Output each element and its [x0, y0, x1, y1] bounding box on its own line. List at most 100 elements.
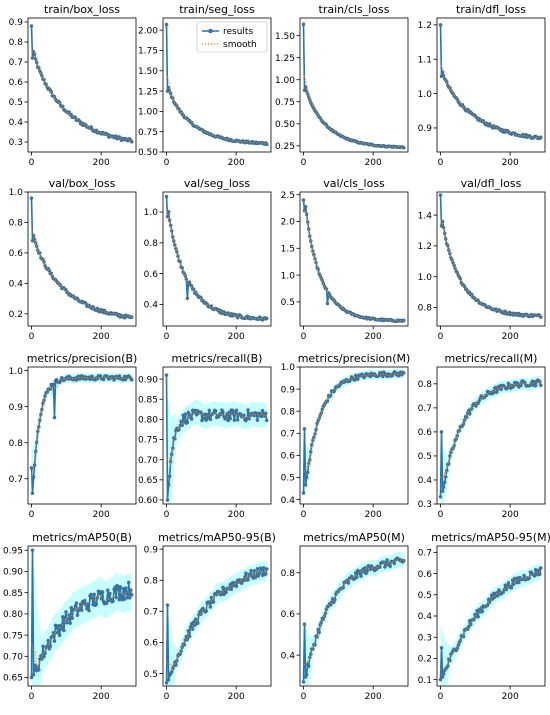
x-tick-label: 0 — [301, 158, 307, 168]
axes-frame — [299, 17, 409, 153]
results-point — [30, 548, 35, 553]
results-point — [164, 373, 169, 377]
results-point — [187, 634, 192, 639]
chart-title: metrics/mAP50-95(M) — [431, 531, 550, 544]
results-point — [213, 409, 218, 413]
results-point — [70, 616, 74, 621]
axes-frame — [27, 191, 137, 327]
plot-area — [164, 194, 269, 322]
results-point — [359, 574, 363, 578]
y-tick-label: 1.0 — [418, 273, 433, 283]
x-tick-label: 0 — [164, 510, 170, 520]
results-point — [533, 383, 538, 388]
chart-title: metrics/mAP50(B) — [32, 531, 132, 544]
y-tick-label: 0.2 — [9, 310, 23, 320]
y-tick-label: 0.8 — [144, 576, 159, 586]
results-point — [183, 412, 188, 417]
chart-title: train/cls_loss — [319, 3, 390, 16]
results-point — [461, 422, 466, 426]
chart-panel-7: val/cls_loss 0.5 1.0 1.5 2.0 2.5 0 200 — [281, 177, 409, 342]
y-tick-label: 0.9 — [9, 18, 24, 28]
y-tick-label: 0.5 — [281, 298, 295, 308]
results-point — [87, 608, 91, 613]
results-point — [170, 96, 175, 100]
x-tick-label: 0 — [29, 692, 35, 702]
results-point — [232, 418, 237, 423]
y-tick-label: 0.65 — [138, 476, 158, 486]
plot-area — [301, 368, 406, 498]
results-point — [123, 586, 128, 590]
x-tick-label: 200 — [93, 510, 110, 520]
results-point — [461, 634, 466, 639]
results-point — [204, 418, 208, 422]
smooth-line — [303, 559, 404, 666]
x-tick-label: 0 — [29, 332, 35, 342]
results-point — [244, 571, 248, 576]
y-tick-label: 1.4 — [418, 211, 433, 221]
y-tick-label: 1.0 — [418, 90, 433, 100]
results-point — [128, 588, 133, 592]
axes-frame — [27, 366, 137, 505]
results-point — [99, 597, 104, 601]
plot-area — [438, 563, 543, 686]
results-point — [114, 595, 118, 600]
y-tick-label: 1.1 — [418, 55, 432, 65]
chart-title: val/box_loss — [49, 177, 116, 190]
results-point — [241, 578, 246, 583]
results-point — [79, 608, 84, 613]
results-line — [439, 24, 542, 140]
results-point — [302, 427, 307, 431]
chart-panel-6: val/seg_loss 0.4 0.6 0.8 1.0 0 200 — [144, 177, 272, 342]
y-tick-label: 1.50 — [138, 67, 158, 77]
results-point — [57, 633, 62, 638]
y-tick-label: 0.5 — [144, 670, 158, 680]
y-tick-label: 0.7 — [418, 404, 432, 414]
results-point — [509, 586, 514, 590]
results-point — [83, 598, 87, 603]
results-point — [84, 301, 88, 305]
results-point — [533, 567, 538, 572]
results-point — [325, 301, 330, 306]
results-point — [185, 420, 190, 425]
legend-smooth-label: smooth — [223, 40, 257, 50]
results-point — [444, 80, 449, 84]
y-tick-label: 0.4 — [418, 476, 433, 486]
results-point — [539, 566, 543, 570]
results-point — [301, 680, 306, 684]
results-point — [263, 572, 268, 576]
results-point — [165, 498, 170, 502]
results-point — [176, 254, 180, 258]
x-tick-label: 0 — [164, 158, 170, 168]
chart-panel-5: val/box_loss 0.2 0.4 0.6 0.8 1.0 0 200 — [9, 177, 137, 342]
chart-panel-12: metrics/recall(M) 0.3 0.4 0.5 0.6 0.7 0.8 0 200 — [418, 352, 546, 520]
results-point — [92, 592, 96, 597]
y-tick-label: 0.7 — [281, 429, 295, 439]
x-tick-label: 0 — [301, 510, 307, 520]
results-point — [264, 567, 269, 571]
y-tick-label: 1.0 — [9, 367, 24, 377]
results-point — [519, 383, 523, 388]
results-point — [30, 491, 35, 496]
results-point — [165, 603, 170, 607]
results-point — [122, 597, 127, 601]
results-point — [111, 599, 115, 604]
chart-panel-9: metrics/precision(B) 0.7 0.8 0.9 1.0 0 200 — [9, 352, 138, 520]
y-tick-label: 1.00 — [275, 76, 295, 86]
x-tick-label: 200 — [502, 692, 519, 702]
results-point — [31, 475, 36, 479]
smooth-line — [30, 228, 132, 318]
results-point — [363, 566, 367, 570]
results-point — [247, 416, 251, 421]
plot-area — [29, 24, 134, 144]
axes-frame — [27, 17, 137, 153]
y-tick-label: 0.75 — [138, 436, 158, 446]
results-point — [41, 644, 45, 649]
results-point — [52, 415, 57, 420]
results-point — [230, 408, 235, 413]
y-tick-label: 0.4 — [9, 118, 24, 128]
y-tick-label: 0.8 — [418, 380, 433, 390]
x-tick-label: 0 — [438, 158, 444, 168]
y-tick-label: 0.9 — [144, 545, 159, 555]
y-tick-label: 0.3 — [9, 138, 23, 148]
